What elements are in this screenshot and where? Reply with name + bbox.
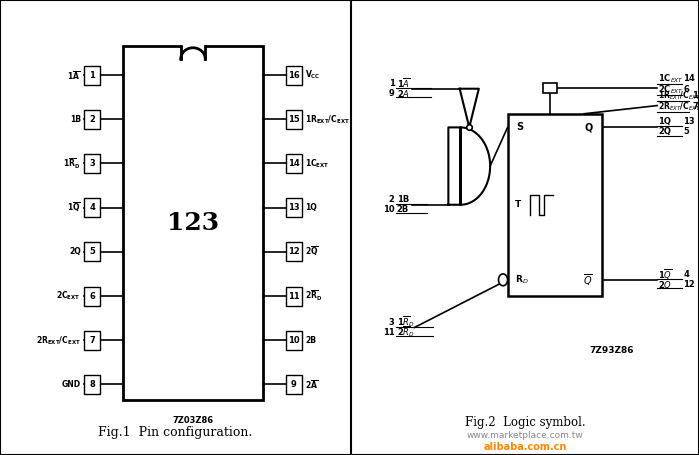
Text: 6: 6 (89, 292, 95, 301)
Text: 2B: 2B (397, 205, 409, 214)
Bar (286, 375, 302, 394)
Bar (286, 154, 302, 173)
Text: 1: 1 (89, 71, 95, 80)
Bar (84, 287, 100, 306)
Text: 2Q: 2Q (69, 248, 80, 256)
Text: $\overline{Q}$: $\overline{Q}$ (583, 272, 593, 288)
Text: 1Q: 1Q (305, 203, 317, 212)
Text: 9: 9 (291, 380, 297, 389)
Text: 2$\mathdefault{\overline{Q}}$: 2$\mathdefault{\overline{Q}}$ (305, 245, 319, 258)
Bar (286, 331, 302, 350)
Text: Fig.2  Logic symbol.: Fig.2 Logic symbol. (465, 416, 585, 429)
Text: 5: 5 (684, 127, 689, 136)
Text: 10: 10 (288, 336, 300, 345)
Text: 2: 2 (389, 195, 394, 204)
Text: alibaba.com.cn: alibaba.com.cn (483, 442, 567, 452)
Text: 14: 14 (684, 74, 695, 83)
Text: 14: 14 (288, 159, 300, 168)
Text: 6: 6 (684, 85, 689, 94)
Text: 2Q: 2Q (658, 127, 671, 136)
Text: 7: 7 (89, 336, 95, 345)
Bar (84, 375, 100, 394)
Text: 2$\overline{R}_D$: 2$\overline{R}_D$ (397, 325, 415, 339)
Text: 2: 2 (89, 115, 95, 124)
Text: 2$\overline{Q}$: 2$\overline{Q}$ (658, 277, 672, 292)
Bar (84, 331, 100, 350)
Bar (84, 243, 100, 262)
Text: 1: 1 (389, 79, 394, 88)
Bar (286, 243, 302, 262)
Text: 8: 8 (89, 380, 95, 389)
Text: 3: 3 (389, 318, 394, 327)
Text: GND: GND (62, 380, 80, 389)
Bar (84, 198, 100, 217)
Text: 1B: 1B (70, 115, 80, 124)
Text: 1$\mathdefault{\overline{A}}$: 1$\mathdefault{\overline{A}}$ (68, 69, 80, 81)
Bar (84, 66, 100, 85)
Text: 7: 7 (692, 102, 698, 111)
Text: 1C$\mathdefault{_{EXT}}$: 1C$\mathdefault{_{EXT}}$ (305, 157, 330, 170)
Polygon shape (460, 89, 479, 127)
Text: Q: Q (584, 122, 593, 132)
Text: 2$\overline{A}$: 2$\overline{A}$ (397, 86, 410, 100)
Text: www.marketplace.com.tw: www.marketplace.com.tw (466, 431, 584, 440)
Bar (286, 287, 302, 306)
Bar (181, 41, 206, 48)
Text: 11: 11 (288, 292, 300, 301)
Text: 1B: 1B (397, 195, 409, 204)
Text: 2$\mathdefault{\overline{A}}$: 2$\mathdefault{\overline{A}}$ (305, 378, 319, 391)
Text: 2$\mathdefault{\overline{R}_D}$: 2$\mathdefault{\overline{R}_D}$ (305, 289, 323, 303)
Text: 2B: 2B (305, 336, 316, 345)
Text: V$\mathdefault{_{CC}}$: V$\mathdefault{_{CC}}$ (305, 69, 321, 81)
Text: 11: 11 (382, 328, 394, 337)
Text: 12: 12 (684, 280, 695, 289)
Text: 5: 5 (89, 248, 95, 256)
Text: 2C$\mathdefault{_{EXT}}$: 2C$\mathdefault{_{EXT}}$ (57, 290, 80, 302)
Text: 123: 123 (167, 211, 219, 235)
Bar (286, 198, 302, 217)
Bar (507, 114, 602, 296)
Polygon shape (448, 127, 490, 205)
Text: 15: 15 (288, 115, 300, 124)
Text: 4: 4 (89, 203, 95, 212)
Text: 15: 15 (692, 91, 699, 100)
Text: 1Q: 1Q (658, 117, 671, 126)
Bar (543, 83, 557, 93)
Text: 13: 13 (288, 203, 300, 212)
Text: 7Z03Z86: 7Z03Z86 (173, 416, 214, 425)
Text: 2R$_{EXT}$/C$_{EXT}$: 2R$_{EXT}$/C$_{EXT}$ (658, 101, 699, 113)
Bar (84, 110, 100, 129)
Text: 2R$\mathdefault{_{EXT}}$/C$\mathdefault{_{EXT}}$: 2R$\mathdefault{_{EXT}}$/C$\mathdefault{… (36, 334, 80, 347)
Text: S: S (517, 122, 524, 132)
Text: 10: 10 (383, 205, 394, 214)
Bar (84, 154, 100, 173)
Text: 1$\mathdefault{\overline{Q}}$: 1$\mathdefault{\overline{Q}}$ (67, 201, 80, 214)
Text: 12: 12 (288, 248, 300, 256)
Text: 1R$\mathdefault{_{EXT}}$/C$\mathdefault{_{EXT}}$: 1R$\mathdefault{_{EXT}}$/C$\mathdefault{… (305, 113, 350, 126)
Bar (286, 66, 302, 85)
Bar (286, 110, 302, 129)
Text: T: T (515, 200, 521, 209)
Text: R$_D$: R$_D$ (515, 273, 529, 286)
Text: 13: 13 (684, 117, 695, 126)
Text: 7Z93Z86: 7Z93Z86 (590, 346, 634, 355)
Text: 1$\overline{Q}$: 1$\overline{Q}$ (658, 267, 672, 282)
Circle shape (498, 274, 507, 286)
Text: 1$\overline{R}_D$: 1$\overline{R}_D$ (397, 315, 415, 329)
Text: 16: 16 (288, 71, 300, 80)
Text: 9: 9 (389, 89, 394, 98)
Text: 1$\mathdefault{\overline{R}_D}$: 1$\mathdefault{\overline{R}_D}$ (64, 156, 80, 171)
Text: Fig.1  Pin configuration.: Fig.1 Pin configuration. (99, 426, 252, 439)
Text: 1$\overline{A}$: 1$\overline{A}$ (397, 76, 410, 90)
Text: 4: 4 (684, 270, 689, 279)
Text: 3: 3 (89, 159, 95, 168)
Bar (123, 46, 264, 400)
Text: 1C$_{EXT}$: 1C$_{EXT}$ (658, 72, 684, 85)
Text: 1R$_{EXT}$/C$_{EXT}$: 1R$_{EXT}$/C$_{EXT}$ (658, 89, 699, 102)
Text: 2C$_{EXT}$: 2C$_{EXT}$ (658, 83, 684, 96)
